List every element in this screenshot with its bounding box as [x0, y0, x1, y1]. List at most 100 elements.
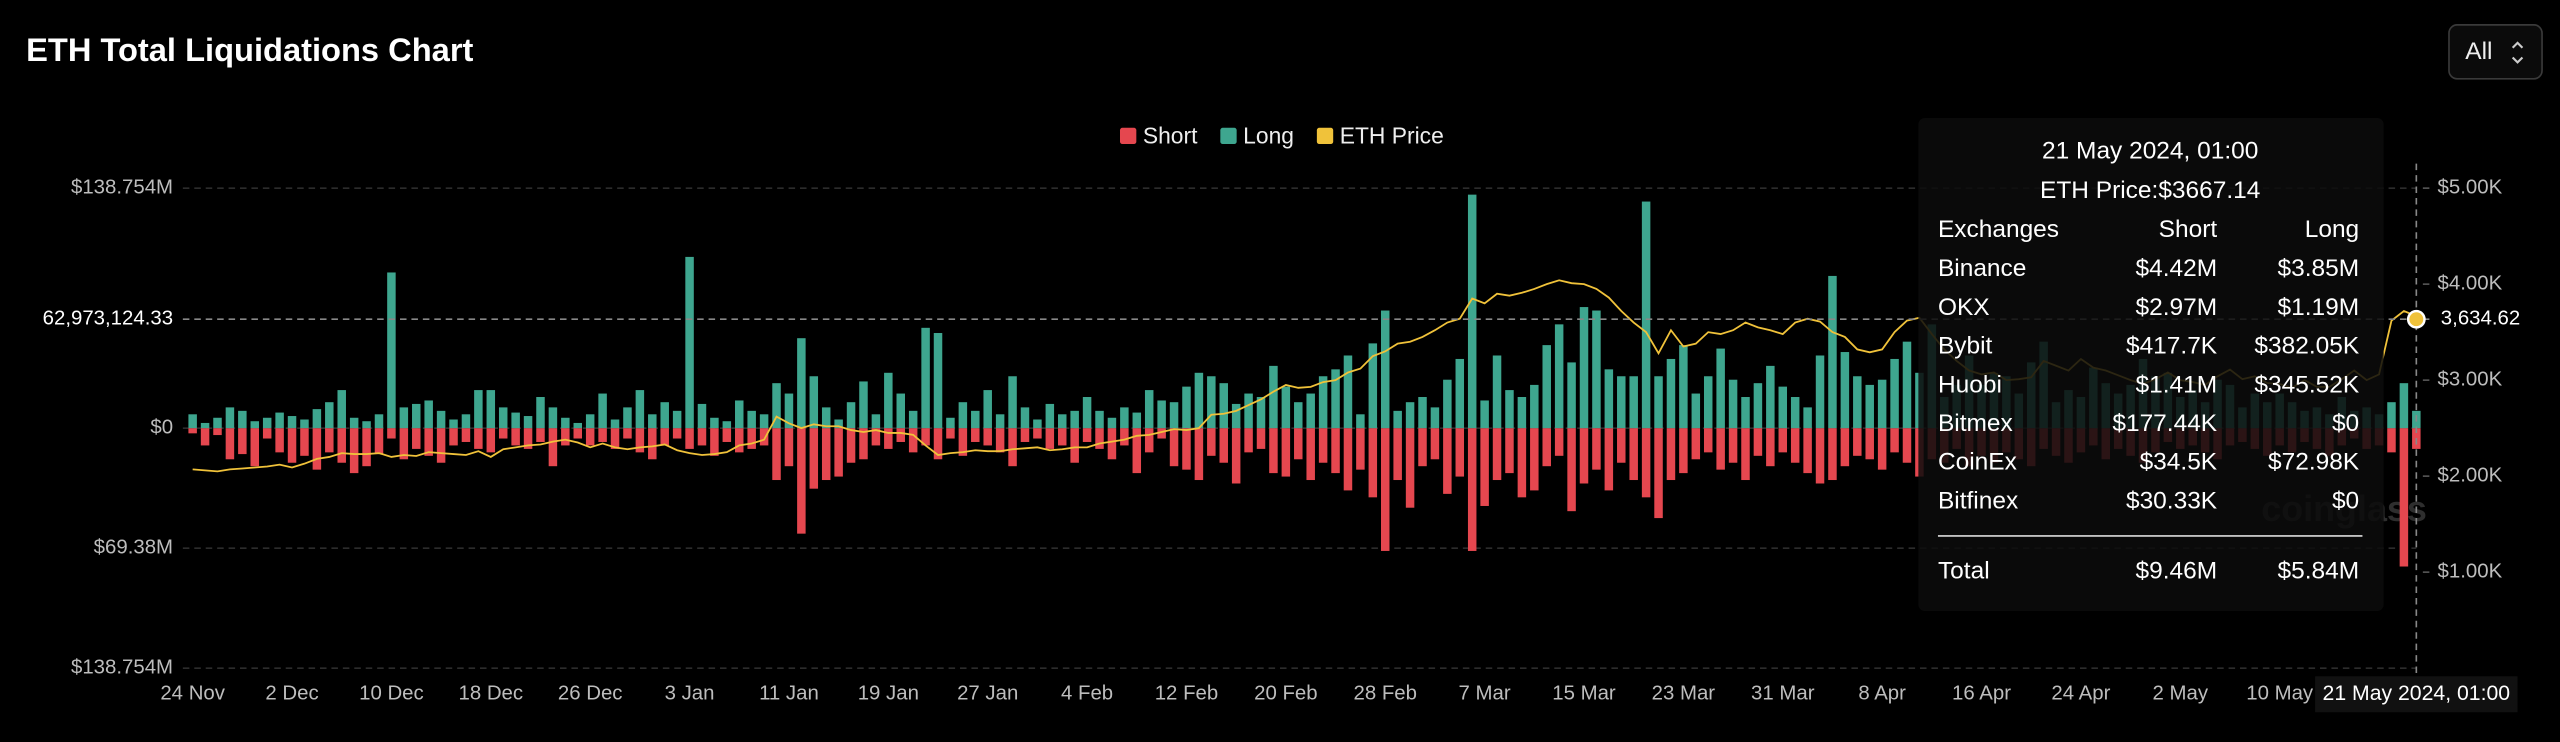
bar [374, 414, 384, 429]
bar [623, 407, 632, 429]
bar [1306, 393, 1315, 429]
bar [971, 410, 980, 429]
bar [759, 428, 769, 446]
bar [1269, 428, 1278, 474]
x-tick-label: 31 Mar [1751, 683, 1815, 705]
tooltip-box [1918, 117, 2384, 611]
tooltip-row: $345.52K [2254, 371, 2359, 398]
bar [884, 372, 893, 429]
bar [648, 414, 657, 429]
bar [1567, 428, 1576, 512]
bar [498, 407, 508, 429]
bar [821, 428, 831, 481]
tooltip-title: 21 May 2024, 01:00 [2042, 138, 2258, 165]
crosshair-y-label: 62,973,124.33 [43, 308, 173, 330]
bar [1554, 428, 1564, 456]
bar [1766, 428, 1775, 467]
bar [275, 428, 284, 453]
bar [1169, 402, 1179, 429]
bar [784, 428, 794, 467]
bar [250, 428, 260, 467]
bar [1467, 428, 1477, 551]
bar [1691, 428, 1701, 460]
bar [1095, 410, 1104, 429]
bar [1654, 428, 1663, 519]
selector-box[interactable] [2448, 24, 2543, 80]
bar [262, 417, 272, 429]
bar [747, 410, 756, 429]
tooltip-price: ETH Price:$3667.14 [2040, 177, 2260, 204]
crosshair-y2-label: 3,634.62 [2441, 308, 2520, 330]
bar [1505, 428, 1514, 474]
bar [1803, 407, 1812, 429]
selector-label[interactable]: All [2465, 38, 2492, 65]
bar [399, 407, 409, 429]
bar [498, 428, 508, 439]
bar [548, 428, 558, 467]
bar [1393, 410, 1402, 429]
bar [1828, 275, 1837, 429]
bar [436, 428, 446, 463]
bar [536, 428, 545, 442]
tooltip-row: OKX [1938, 294, 1990, 321]
bar [1343, 355, 1353, 429]
bar [213, 428, 222, 436]
bar [1058, 414, 1067, 429]
bar [1467, 194, 1477, 429]
bar [312, 428, 322, 470]
bar [759, 414, 769, 429]
bar [1082, 397, 1092, 429]
bar [1331, 369, 1340, 429]
tooltip-header: Exchanges [1938, 216, 2059, 243]
bar [1728, 379, 1738, 429]
bar [1716, 348, 1725, 429]
bar [424, 428, 433, 456]
bar [1219, 383, 1228, 429]
bar [1728, 428, 1738, 463]
bar [200, 422, 210, 429]
bar [1840, 352, 1850, 429]
bar [1033, 428, 1042, 439]
bar [896, 393, 905, 429]
bar [511, 412, 520, 429]
bar [958, 428, 968, 456]
bar [523, 416, 533, 429]
bar [859, 381, 868, 429]
bar [1020, 407, 1030, 429]
bar [1207, 376, 1216, 429]
bar [1318, 376, 1328, 429]
bar [412, 403, 421, 429]
bar [225, 428, 235, 460]
bar [1530, 384, 1539, 429]
tooltip-total: $9.46M [2136, 557, 2218, 584]
tooltip-row: $1.41M [2136, 371, 2218, 398]
tooltip-row: Binance [1938, 255, 2026, 282]
bar [1604, 428, 1614, 491]
bar [561, 428, 570, 446]
bar [946, 417, 955, 429]
bar [1641, 201, 1651, 429]
tooltip-row: $30.33K [2126, 487, 2218, 514]
bar [312, 409, 322, 429]
bar [1281, 428, 1291, 477]
bar [1107, 428, 1117, 460]
x-tick-label: 7 Mar [1459, 683, 1511, 705]
x-tick-label: 16 Apr [1952, 683, 2011, 705]
bar [1356, 414, 1365, 429]
bar [1132, 428, 1142, 474]
range-selector[interactable]: All [2448, 24, 2543, 80]
bar [362, 421, 371, 429]
bar [449, 419, 458, 429]
bar [884, 428, 893, 449]
bar [1542, 428, 1551, 467]
bar [1753, 383, 1763, 429]
y2-tick-label: $4.00K [2438, 273, 2503, 295]
bar [921, 428, 930, 446]
tooltip-total: Total [1938, 557, 1990, 584]
bar [412, 428, 421, 449]
bar [1492, 355, 1502, 429]
bar [1356, 428, 1365, 470]
bar [1207, 428, 1216, 456]
bar [995, 414, 1005, 429]
x-tick-label: 11 Jan [759, 683, 819, 705]
